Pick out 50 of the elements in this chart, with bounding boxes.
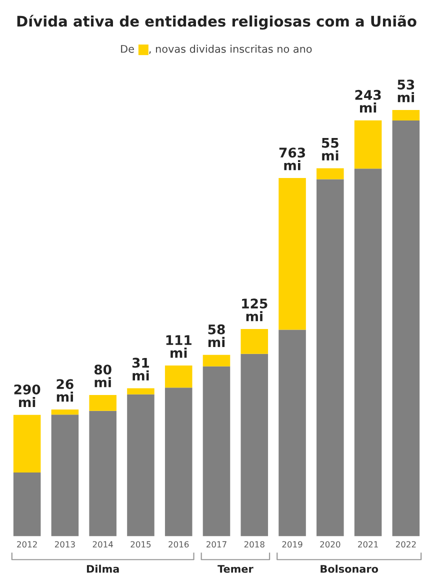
x-tick-label: 2019 (282, 541, 302, 548)
x-tick-label: 2017 (206, 541, 226, 548)
bar (278, 178, 306, 330)
data-label: 290 mi (14, 384, 40, 408)
bar (392, 110, 420, 121)
bar (127, 388, 154, 394)
x-tick-label: 2021 (358, 541, 378, 548)
bar (164, 388, 192, 536)
text: Temer (218, 565, 254, 573)
data-label: 243 mi (355, 90, 381, 112)
x-tick-label: 2014 (92, 541, 113, 548)
x-tick-label: 2016 (168, 541, 189, 548)
bar (240, 328, 268, 354)
data-label: 80 mi (94, 364, 112, 388)
data-label: 763 mi (279, 148, 305, 170)
data-label: 125 mi (242, 298, 268, 322)
x-tick-label: 2013 (54, 541, 75, 548)
x-tick-label: 2022 (396, 541, 416, 548)
bar (51, 410, 79, 415)
text: Bolsonaro (320, 564, 378, 573)
bar (316, 179, 344, 536)
legend-label: , novas dividas inscritas no ano (149, 44, 312, 54)
bar (127, 394, 154, 536)
bar (354, 120, 382, 169)
data-label: 31 mi (132, 358, 149, 380)
bar (89, 410, 116, 536)
bar (392, 120, 420, 536)
chart-subtitle: De (121, 45, 134, 53)
bar (354, 168, 382, 536)
data-label: 53 mi (398, 80, 414, 102)
bar (202, 354, 230, 366)
bar (316, 168, 344, 180)
text: Dilma (86, 564, 119, 573)
data-label: 55 mi (322, 138, 338, 160)
x-tick-label: 2018 (244, 541, 264, 548)
bar (202, 366, 230, 536)
bar (240, 354, 268, 536)
x-tick-label: 2015 (130, 541, 151, 548)
x-tick-label: 2012 (17, 541, 37, 548)
bar (51, 414, 79, 536)
chart-title: Dívida ativa de entidades religiosas com a União (17, 14, 416, 30)
bar (13, 472, 41, 536)
bar (164, 366, 192, 388)
bar (13, 414, 41, 473)
x-tick-label: 2020 (320, 541, 340, 548)
data-label: 111 mi (166, 335, 192, 358)
bar (89, 394, 116, 411)
bar (278, 330, 306, 536)
data-label: 26 mi (56, 379, 74, 402)
data-label: 58 mi (208, 324, 225, 347)
